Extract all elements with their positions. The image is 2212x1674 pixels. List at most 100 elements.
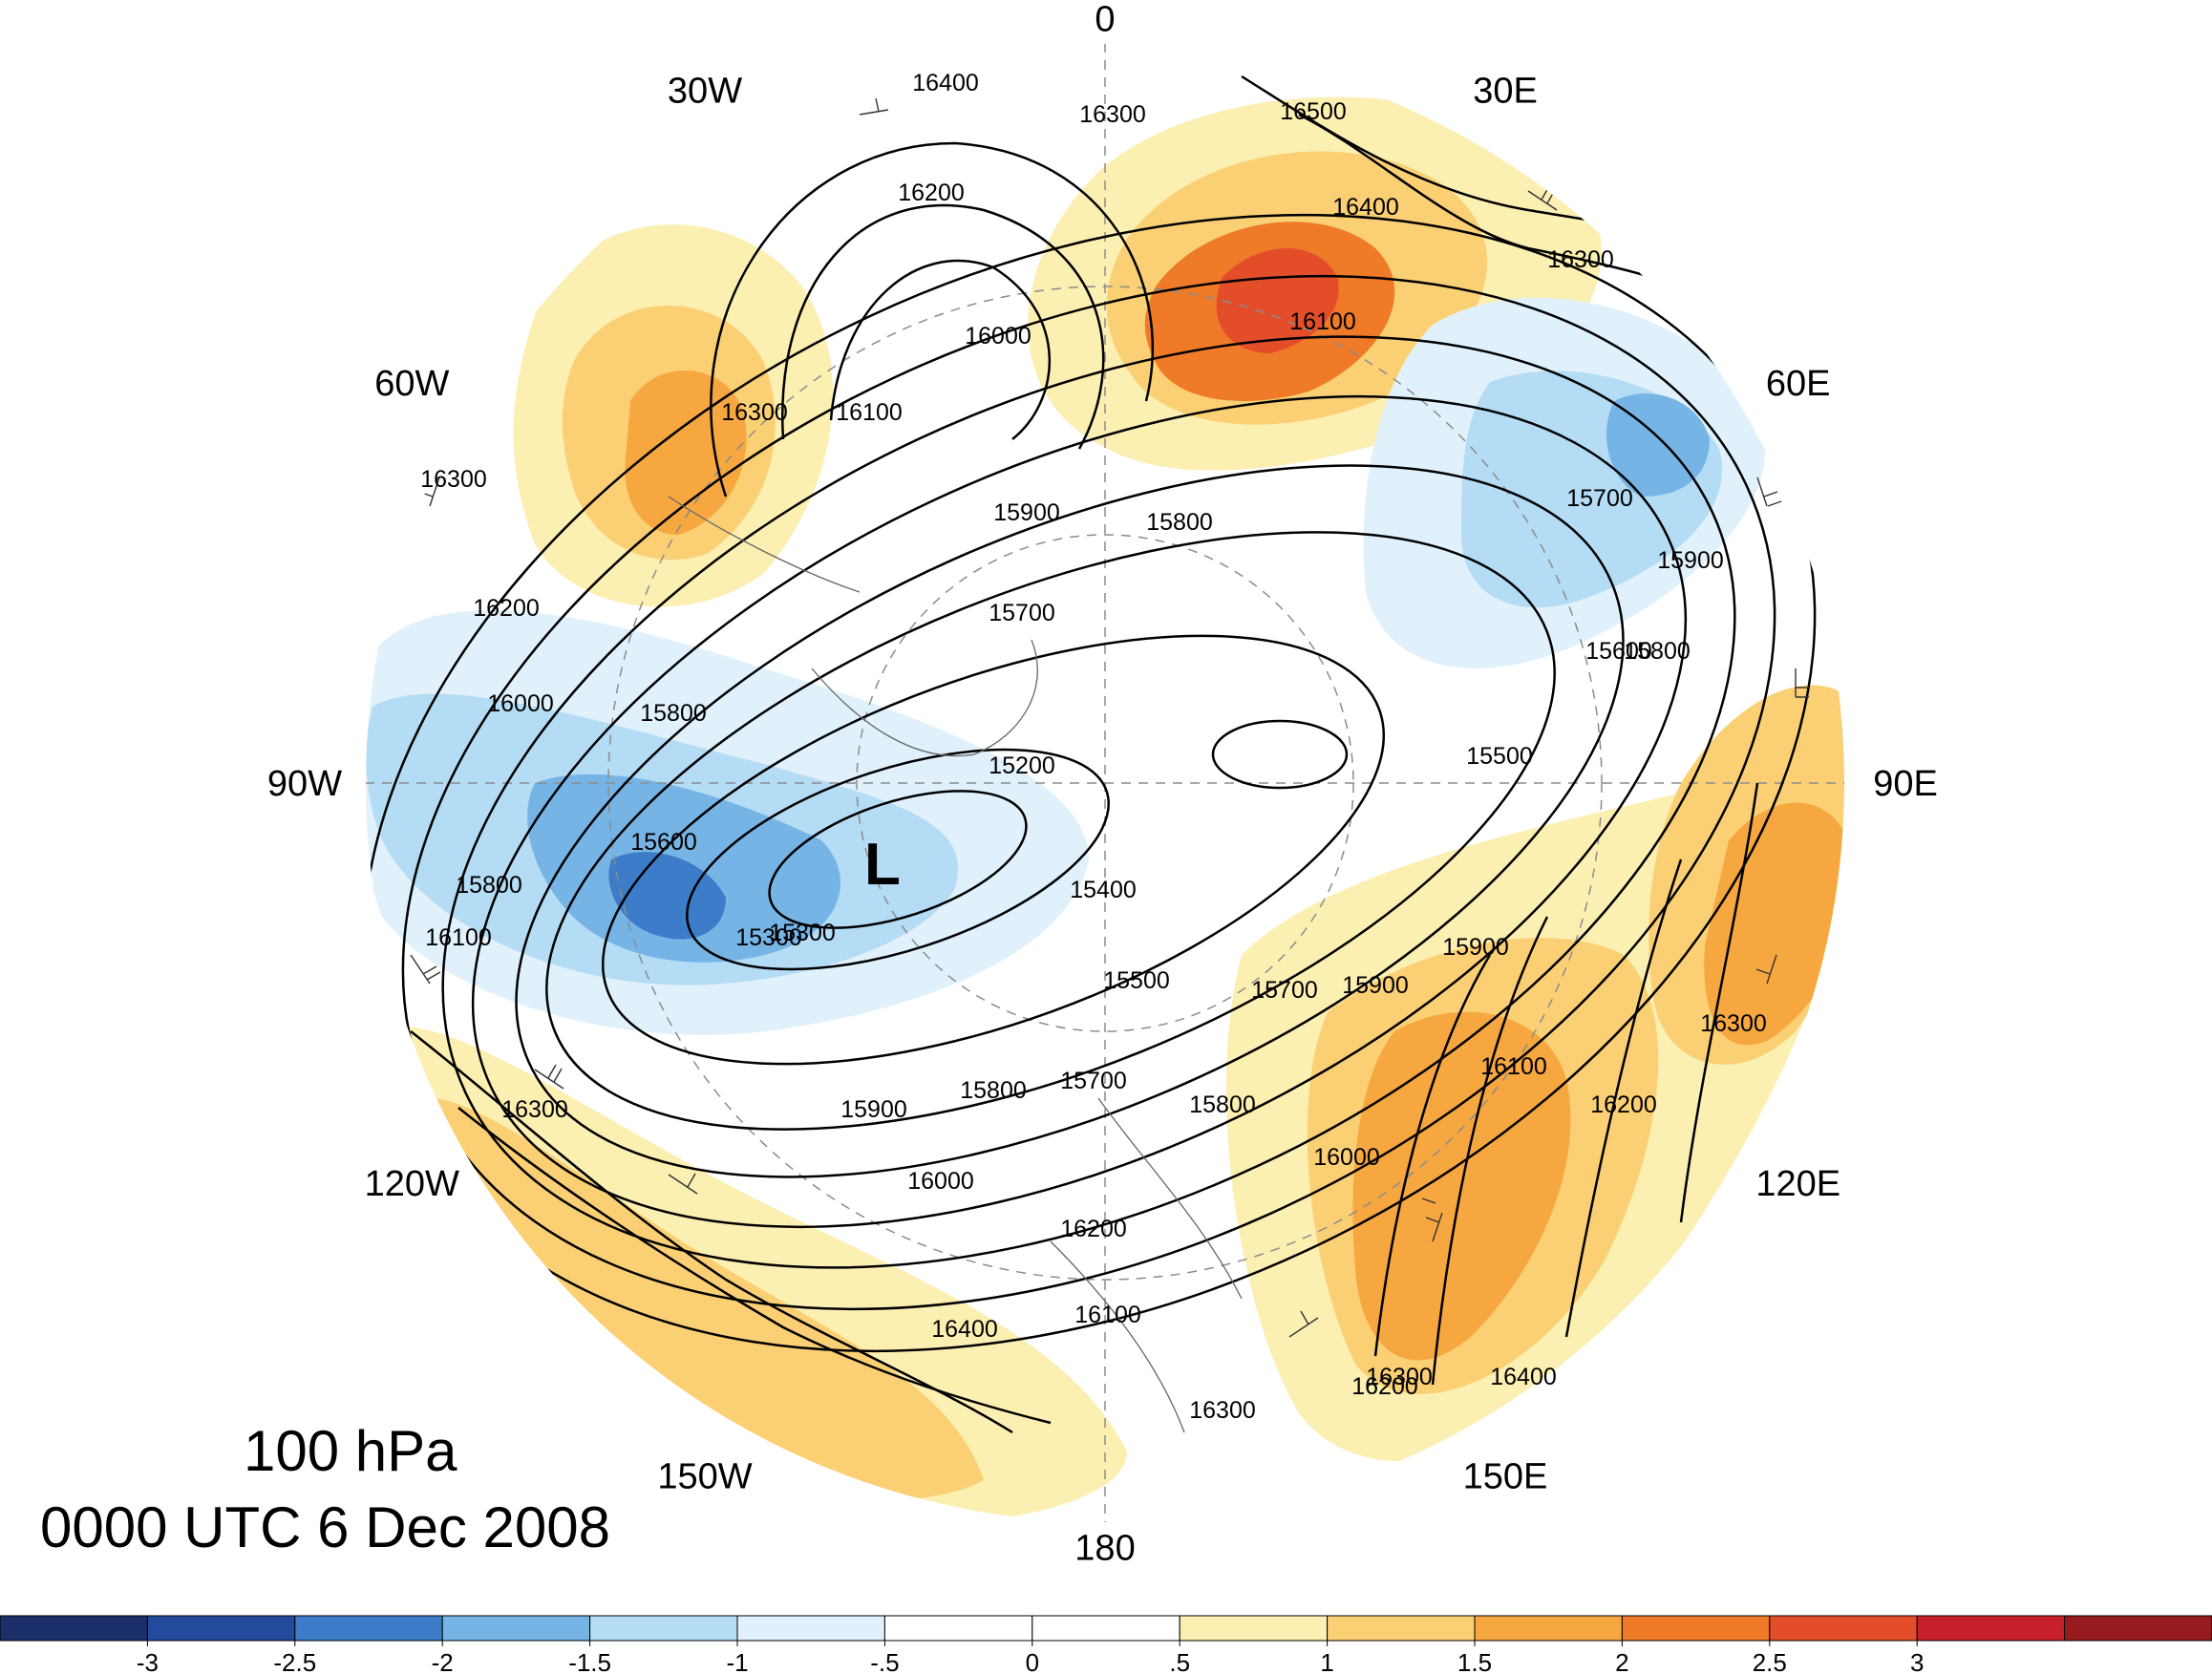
contour-label: 16100 [425, 924, 492, 951]
colorbar-swatch [1179, 1615, 1329, 1642]
contour-label: 16200 [898, 180, 965, 206]
pressure-level-title: 100 hPa [244, 1419, 457, 1483]
contour-label: 15500 [1466, 743, 1533, 770]
longitude-label: 30W [668, 71, 742, 111]
contour-label: 15800 [456, 872, 522, 899]
colorbar-swatch [736, 1615, 885, 1642]
valid-time-title: 0000 UTC 6 Dec 2008 [40, 1495, 611, 1559]
colorbar-swatch [2064, 1615, 2212, 1642]
contour-label: 15900 [1657, 547, 1724, 574]
graticule [365, 43, 1845, 1523]
contour-label: 16200 [1060, 1216, 1127, 1242]
longitude-label: 30E [1473, 71, 1538, 111]
colorbar-label: -2.5 [273, 1648, 316, 1674]
contour-label: 16100 [1074, 1302, 1141, 1328]
colorbar-swatch [883, 1615, 1033, 1642]
contour-label: 15400 [1070, 877, 1137, 903]
contour-label: 15900 [1442, 934, 1509, 961]
colorbar-swatch [0, 1615, 148, 1642]
colorbar-swatch [1769, 1615, 1918, 1642]
longitude-label: 60E [1766, 364, 1831, 404]
contour-label: 15900 [1342, 972, 1409, 999]
low-pressure-marker: L [864, 832, 901, 898]
colorbar: -3 -2.5 -2 -1.5 -1 -.5 0 .5 1 1.5 2 2.5 3 [0, 1615, 2212, 1674]
colorbar-label: 3 [1910, 1648, 1924, 1674]
contour-label: 15800 [960, 1077, 1027, 1104]
colorbar-label: -2 [432, 1648, 454, 1674]
contour-labels: 16400 16300 16500 16200 16400 16300 16100 16000… [420, 70, 1767, 1424]
coastlines [668, 496, 1243, 1433]
contour-label: 16200 [1351, 1373, 1418, 1400]
contour-label: 15700 [1060, 1068, 1127, 1094]
contour-label: 15500 [1103, 967, 1170, 994]
warm-anomaly-alaska-hot [625, 370, 747, 535]
contour-label: 15700 [1251, 977, 1318, 1004]
colorbar-swatch [1032, 1615, 1180, 1642]
colorbar-swatch [441, 1615, 591, 1642]
longitude-label: 180 [1074, 1528, 1135, 1568]
colorbar-swatch [1621, 1615, 1771, 1642]
contour-label: 15700 [989, 600, 1055, 626]
contour-label: 16100 [836, 399, 903, 426]
contour-label: 16000 [1313, 1144, 1380, 1171]
longitude-label: 150W [657, 1457, 752, 1497]
colorbar-label: 2.5 [1753, 1648, 1787, 1674]
colorbar-label: 1.5 [1457, 1648, 1492, 1674]
contour-label: 16400 [1490, 1364, 1557, 1390]
contour-label: 16400 [931, 1316, 998, 1343]
colorbar-label: -1.5 [568, 1648, 611, 1674]
longitude-label: 90E [1873, 764, 1938, 804]
contour-label: 16000 [965, 323, 1032, 350]
warm-anomaly-pacific-max [1216, 248, 1339, 353]
contour-label: 15600 [630, 829, 697, 856]
contour-label: 15300 [769, 920, 836, 946]
contour-label: 15800 [1146, 509, 1213, 536]
colorbar-swatch [1474, 1615, 1623, 1642]
longitude-label: 120W [365, 1164, 459, 1204]
longitude-label: 90W [267, 764, 342, 804]
colorbar-label: .5 [1169, 1648, 1190, 1674]
contour-label: 16300 [1366, 1364, 1433, 1390]
colorbar-swatch [294, 1615, 443, 1642]
longitude-label: 60W [374, 364, 449, 404]
contour-label: 15700 [1566, 485, 1633, 512]
map-boundary [364, 42, 1846, 1524]
colorbar-swatch [1916, 1615, 2066, 1642]
contour-label: 16300 [1700, 1010, 1767, 1037]
colorbar-swatch [146, 1615, 296, 1642]
contour-label: 16300 [420, 466, 487, 493]
contour-label: 16100 [1480, 1053, 1547, 1080]
contour-label: 16300 [721, 399, 788, 426]
contour-label: 15800 [640, 700, 707, 727]
longitude-labels: 180 150E 120E 90E 60E 30E 0 30W 60W 90W 120W 150W [267, 0, 1938, 1568]
contour-label: 15800 [1189, 1091, 1256, 1118]
contour-label: 16200 [1590, 1091, 1657, 1118]
longitude-label: 0 [1095, 0, 1115, 40]
colorbar-label: 1 [1320, 1648, 1333, 1674]
cold-anomaly-east-siberia-core [1606, 393, 1710, 497]
contour-label: 16400 [1332, 194, 1399, 221]
contour-label: 16000 [907, 1168, 974, 1195]
contour-label: 15900 [840, 1096, 907, 1123]
colorbar-label: 2 [1615, 1648, 1628, 1674]
colorbar-label: -1 [726, 1648, 748, 1674]
longitude-label: 150E [1463, 1457, 1548, 1497]
colorbar-label: -.5 [870, 1648, 899, 1674]
contour-label: 15200 [989, 752, 1055, 779]
contour-label: 15800 [1624, 638, 1691, 665]
longitude-label: 120E [1755, 1164, 1840, 1204]
contour-label: 15600 [1585, 638, 1652, 665]
colorbar-label: -3 [137, 1648, 159, 1674]
contour-label: 16300 [1079, 101, 1146, 128]
contour-label: 16000 [487, 690, 554, 717]
contour-label: 16300 [501, 1096, 568, 1123]
contour-label: 16300 [1547, 246, 1614, 273]
colorbar-swatch [1327, 1615, 1476, 1642]
contour-label: 16200 [473, 595, 540, 622]
contour-label: 16500 [1280, 98, 1347, 125]
colorbar-swatch [589, 1615, 738, 1642]
contour-label: 16300 [1189, 1397, 1256, 1424]
colorbar-label: 0 [1026, 1648, 1039, 1674]
contour-label: 16100 [1289, 308, 1356, 335]
